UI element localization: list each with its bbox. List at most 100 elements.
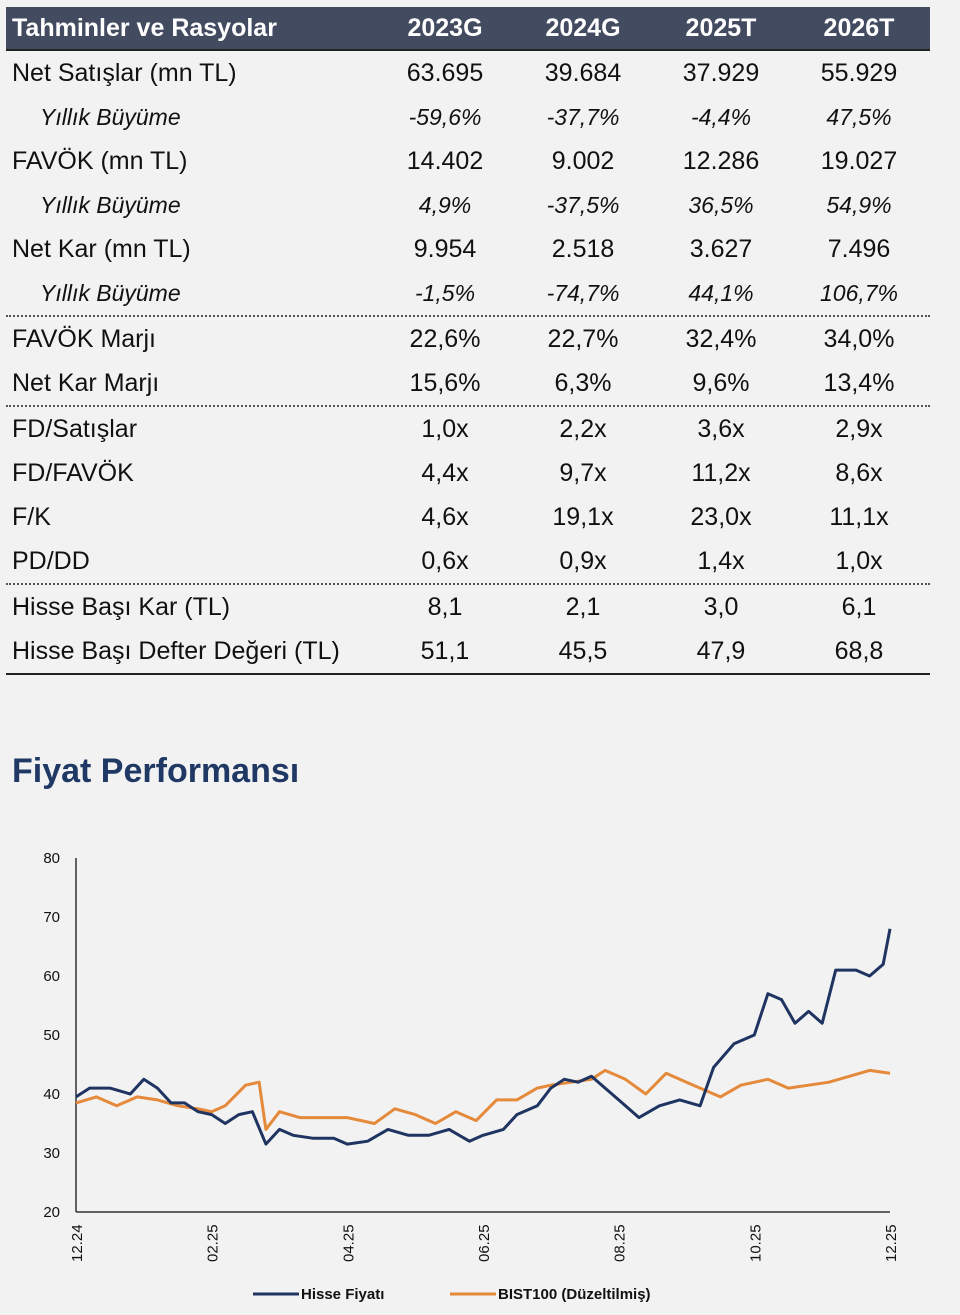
row-value: 2,9x bbox=[835, 414, 883, 443]
row-value: 4,6x bbox=[421, 502, 469, 531]
table-row: FD/Satışlar 1,0x 2,2x 3,6x 2,9x bbox=[6, 407, 930, 451]
row-label: Hisse Başı Defter Değeri (TL) bbox=[12, 636, 340, 665]
row-label: FD/FAVÖK bbox=[12, 458, 134, 487]
row-value: 14.402 bbox=[406, 146, 484, 175]
row-label: FAVÖK Marjı bbox=[12, 324, 157, 353]
row-value: 6,1 bbox=[841, 592, 877, 621]
row-value: 106,7% bbox=[819, 279, 898, 306]
row-value: 44,1% bbox=[688, 279, 754, 306]
row-value: 3.627 bbox=[689, 234, 753, 263]
row-value: 22,6% bbox=[409, 324, 481, 353]
forecast-table: Tahminler ve Rasyolar 2023G 2024G 2025T … bbox=[6, 7, 930, 675]
table-row: F/K 4,6x 19,1x 23,0x 11,1x bbox=[6, 495, 930, 539]
price-chart: 20 30 40 50 60 70 80 12.24 02.25 04.25 06.25 08.25 1… bbox=[43, 850, 900, 1303]
row-value: 15,6% bbox=[409, 368, 481, 397]
row-value: -37,5% bbox=[546, 191, 620, 218]
row-value: 9.954 bbox=[413, 234, 477, 263]
row-value: 12.286 bbox=[682, 146, 760, 175]
row-value: -59,6% bbox=[408, 103, 482, 130]
row-value: 9,6% bbox=[692, 368, 750, 397]
col-header: 2023G bbox=[407, 13, 483, 42]
y-tick-label: 80 bbox=[43, 850, 60, 867]
row-label: FD/Satışlar bbox=[12, 414, 138, 443]
row-label: Net Satışlar (mn TL) bbox=[12, 58, 237, 87]
row-value: -1,5% bbox=[414, 279, 476, 306]
row-value: 1,4x bbox=[697, 546, 745, 575]
x-tick-label: 04.25 bbox=[340, 1224, 357, 1262]
row-value: 37.929 bbox=[682, 58, 760, 87]
row-value: 6,3% bbox=[554, 368, 612, 397]
row-value: 0,9x bbox=[559, 546, 607, 575]
row-value: -37,7% bbox=[546, 103, 620, 130]
x-tick-label: 02.25 bbox=[205, 1224, 222, 1262]
legend-label: BIST100 (Düzeltilmiş) bbox=[498, 1286, 651, 1303]
row-value: 3,0 bbox=[703, 592, 739, 621]
x-tick-label: 08.25 bbox=[612, 1224, 629, 1262]
table-row: Yıllık Büyüme 4,9% -37,5% 36,5% 54,9% bbox=[6, 183, 930, 227]
y-tick-label: 50 bbox=[43, 1027, 60, 1044]
x-tick-label: 10.25 bbox=[747, 1224, 764, 1262]
y-tick-label: 60 bbox=[43, 968, 60, 985]
y-tick-label: 30 bbox=[43, 1145, 60, 1162]
table-header: Tahminler ve Rasyolar 2023G 2024G 2025T … bbox=[6, 7, 930, 51]
col-header: 2024G bbox=[545, 13, 621, 42]
row-value: 9.002 bbox=[551, 146, 615, 175]
row-label: Yıllık Büyüme bbox=[40, 279, 181, 306]
row-value: -74,7% bbox=[546, 279, 620, 306]
row-value: 55.929 bbox=[820, 58, 898, 87]
row-value: 34,0% bbox=[823, 324, 895, 353]
table-row: FAVÖK (mn TL) 14.402 9.002 12.286 19.027 bbox=[6, 139, 930, 183]
row-value: 2.518 bbox=[551, 234, 615, 263]
series-line bbox=[75, 928, 892, 1146]
row-value: 1,0x bbox=[421, 414, 469, 443]
x-tick-label: 12.24 bbox=[69, 1224, 86, 1262]
y-tick-label: 40 bbox=[43, 1086, 60, 1103]
row-value: 47,5% bbox=[826, 103, 892, 130]
y-tick-label: 70 bbox=[43, 909, 60, 926]
table-row: Net Kar (mn TL) 9.954 2.518 3.627 7.496 bbox=[6, 227, 930, 271]
table-row: Yıllık Büyüme -1,5% -74,7% 44,1% 106,7% bbox=[6, 271, 930, 317]
row-value: 47,9 bbox=[696, 636, 746, 665]
row-value: 19.027 bbox=[820, 146, 898, 175]
row-value: 19,1x bbox=[552, 502, 614, 531]
row-value: 13,4% bbox=[823, 368, 895, 397]
row-label: Hisse Başı Kar (TL) bbox=[12, 592, 231, 621]
row-value: 51,1 bbox=[420, 636, 470, 665]
row-value: 8,1 bbox=[427, 592, 463, 621]
table-row: Net Kar Marjı 15,6% 6,3% 9,6% 13,4% bbox=[6, 361, 930, 407]
row-label: Yıllık Büyüme bbox=[40, 103, 181, 130]
x-tick-label: 12.25 bbox=[883, 1224, 900, 1262]
row-label: FAVÖK (mn TL) bbox=[12, 146, 188, 175]
col-header: 2025T bbox=[685, 13, 757, 42]
table-row: PD/DD 0,6x 0,9x 1,4x 1,0x bbox=[6, 539, 930, 585]
row-value: 11,2x bbox=[691, 458, 751, 487]
table-row: Hisse Başı Defter Değeri (TL) 51,1 45,5 47,… bbox=[6, 629, 930, 675]
row-label: F/K bbox=[12, 502, 51, 531]
row-value: 22,7% bbox=[547, 324, 619, 353]
row-value: 36,5% bbox=[688, 191, 754, 218]
col-header: 2026T bbox=[823, 13, 895, 42]
row-value: 7.496 bbox=[827, 234, 891, 263]
table-row: Yıllık Büyüme -59,6% -37,7% -4,4% 47,5% bbox=[6, 95, 930, 139]
row-value: 68,8 bbox=[834, 636, 884, 665]
row-value: -4,4% bbox=[690, 103, 752, 130]
row-value: 4,9% bbox=[418, 191, 472, 218]
row-value: 11,1x bbox=[829, 502, 889, 531]
row-value: 54,9% bbox=[826, 191, 892, 218]
table-row: FAVÖK Marjı 22,6% 22,7% 32,4% 34,0% bbox=[6, 317, 930, 361]
row-value: 63.695 bbox=[406, 58, 484, 87]
table-row: FD/FAVÖK 4,4x 9,7x 11,2x 8,6x bbox=[6, 451, 930, 495]
section-title: Fiyat Performansı bbox=[12, 752, 300, 790]
table-title: Tahminler ve Rasyolar bbox=[12, 13, 277, 42]
table-row: Net Satışlar (mn TL) 63.695 39.684 37.929 55… bbox=[6, 51, 930, 95]
legend-label: Hisse Fiyatı bbox=[301, 1286, 384, 1303]
row-value: 32,4% bbox=[685, 324, 757, 353]
row-value: 8,6x bbox=[835, 458, 883, 487]
row-value: 2,1 bbox=[565, 592, 601, 621]
row-value: 23,0x bbox=[690, 502, 752, 531]
row-label: Yıllık Büyüme bbox=[40, 191, 181, 218]
row-value: 4,4x bbox=[421, 458, 469, 487]
row-value: 45,5 bbox=[558, 636, 608, 665]
y-tick-label: 20 bbox=[43, 1204, 60, 1221]
x-tick-label: 06.25 bbox=[476, 1224, 493, 1262]
